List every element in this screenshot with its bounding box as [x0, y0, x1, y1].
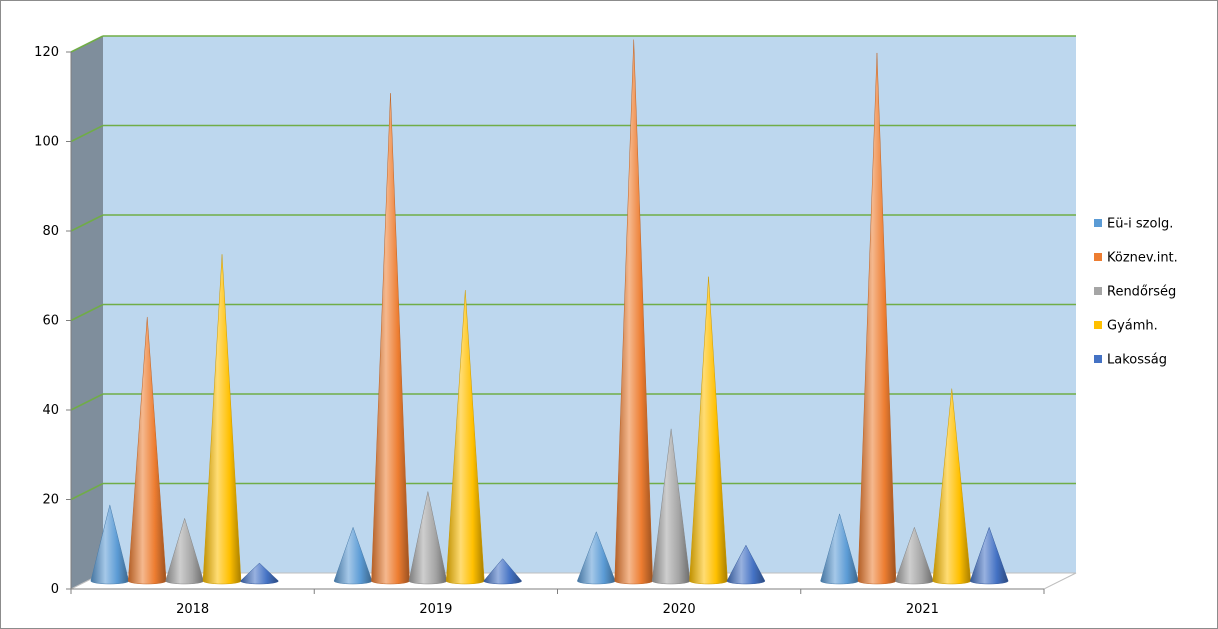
- cone-mark: [969, 526, 1009, 585]
- gridline-side: [70, 214, 104, 232]
- gridline-side: [70, 393, 104, 411]
- legend-item: Köznev.int.: [1094, 251, 1178, 266]
- y-tick-label: 0: [51, 582, 59, 597]
- cone-Lakosság-2021: [969, 526, 1009, 585]
- legend-swatch: [1094, 253, 1102, 261]
- y-tick-label: 120: [34, 45, 59, 60]
- x-tick-label: 2020: [663, 602, 696, 617]
- y-axis: 0 20 40 60 80 100 120: [34, 45, 72, 597]
- legend-item: Rendőrség: [1094, 285, 1176, 300]
- legend: Eü-i szolg. Köznev.int. Rendőrség Gyámh. Lak…: [1094, 217, 1178, 368]
- y-tick-label: 100: [34, 135, 59, 150]
- cone-Lakosság-2019: [483, 558, 522, 585]
- gridline-side: [70, 303, 104, 322]
- gridline-side: [70, 482, 104, 501]
- cone-Lakosság-2020: [726, 544, 766, 585]
- x-tick-label: 2018: [176, 602, 209, 617]
- legend-label: Köznev.int.: [1107, 251, 1178, 266]
- gridline-side: [70, 35, 104, 53]
- cone-mark: [240, 562, 279, 585]
- legend-swatch: [1094, 219, 1102, 227]
- y-tick-label: 20: [42, 493, 59, 508]
- legend-item: Lakosság: [1094, 353, 1167, 368]
- legend-label: Rendőrség: [1107, 285, 1176, 300]
- x-tick-label: 2021: [906, 602, 939, 617]
- gridlines: [70, 35, 1076, 501]
- legend-label: Lakosság: [1107, 353, 1167, 368]
- legend-label: Gyámh.: [1107, 319, 1158, 334]
- plot-area: [90, 39, 1009, 585]
- x-axis: 2018 2019 2020 2021: [70, 588, 1045, 617]
- cone-Lakosság-2018: [240, 562, 279, 585]
- legend-label: Eü-i szolg.: [1107, 217, 1173, 232]
- x-tick-label: 2019: [419, 602, 452, 617]
- y-tick-label: 60: [42, 314, 59, 329]
- legend-swatch: [1094, 355, 1102, 363]
- gridline-side: [70, 124, 104, 143]
- cone-mark: [726, 544, 766, 585]
- y-tick-label: 40: [42, 403, 59, 418]
- legend-item: Gyámh.: [1094, 319, 1158, 334]
- legend-swatch: [1094, 287, 1102, 295]
- y-tick-label: 80: [42, 224, 59, 239]
- legend-item: Eü-i szolg.: [1094, 217, 1173, 232]
- legend-swatch: [1094, 321, 1102, 329]
- cone-mark: [483, 558, 522, 585]
